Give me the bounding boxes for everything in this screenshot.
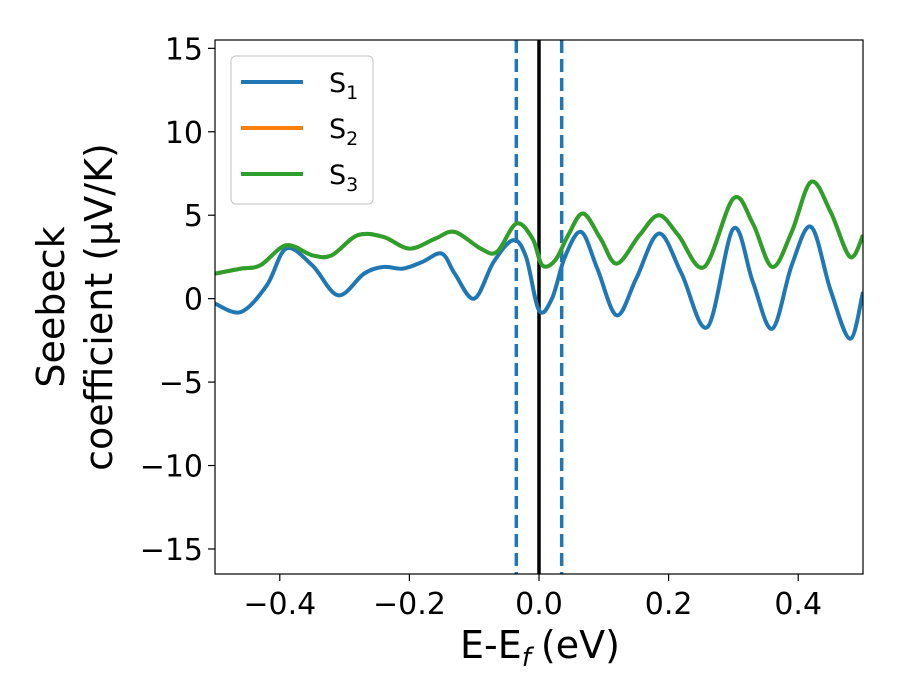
x-tick-label: 0.2 — [645, 587, 693, 622]
series-line-s3 — [215, 179, 863, 276]
x-axis-label-main: E-E — [460, 623, 522, 667]
x-axis-label-sub: f — [522, 643, 535, 673]
y-axis-label: Seebeck coefficient (μV/K) — [29, 143, 121, 471]
x-axis-ticks: −0.4 −0.2 0.0 0.2 0.4 — [243, 574, 822, 622]
y-tick-label: 0 — [184, 283, 203, 318]
legend-label-s1: S1 — [329, 68, 358, 104]
x-tick-label: −0.2 — [373, 587, 446, 622]
x-tick-label: −0.4 — [243, 587, 316, 622]
y-tick-label: 10 — [165, 116, 203, 151]
y-axis-label-line1: Seebeck — [29, 226, 73, 387]
x-tick-label: 0.0 — [515, 587, 563, 622]
legend-label-s2: S2 — [329, 114, 358, 150]
y-tick-label: 5 — [184, 199, 203, 234]
y-axis-label-line2: coefficient (μV/K) — [77, 143, 121, 471]
x-tick-label: 0.4 — [774, 587, 822, 622]
x-axis-label-unit: (eV) — [541, 623, 620, 667]
series-line-s1 — [215, 224, 863, 341]
x-axis-label: E-Ef (eV) — [460, 623, 620, 673]
y-tick-label: −5 — [159, 366, 203, 401]
legend-label-s3: S3 — [329, 160, 358, 196]
y-axis-ticks: 15 10 5 0 −5 −10 −15 — [140, 32, 215, 568]
y-tick-label: −10 — [140, 450, 203, 485]
series-lines — [215, 179, 863, 341]
y-tick-label: −15 — [140, 533, 203, 568]
y-tick-label: 15 — [165, 32, 203, 67]
legend: S1 S2 S3 — [230, 55, 374, 205]
